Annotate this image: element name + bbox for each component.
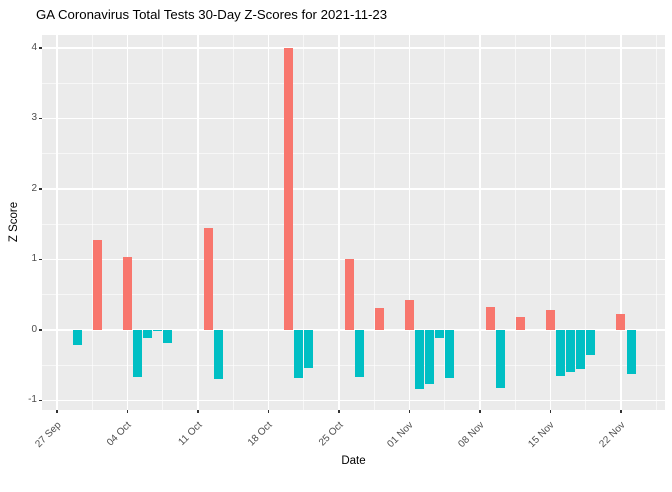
chart-title: GA Coronavirus Total Tests 30-Day Z-Scor… bbox=[36, 7, 388, 22]
bar-2021-11-02 bbox=[415, 329, 425, 390]
major-gridline-v bbox=[620, 35, 622, 410]
minor-gridline-v bbox=[585, 35, 587, 410]
minor-gridline-h bbox=[42, 364, 665, 366]
bar-2021-11-22 bbox=[616, 314, 626, 330]
bar-2021-11-15 bbox=[545, 309, 555, 330]
y-tick-label: 4 bbox=[31, 41, 37, 53]
plot-panel bbox=[42, 35, 665, 410]
bar-2021-11-10 bbox=[495, 329, 505, 389]
x-tick-mark bbox=[338, 410, 340, 413]
zscore-bar-chart: GA Coronavirus Total Tests 30-Day Z-Scor… bbox=[8, 7, 665, 467]
bar-2021-11-01 bbox=[404, 300, 414, 330]
major-gridline-h bbox=[42, 399, 665, 402]
minor-gridline-v bbox=[373, 35, 375, 410]
bar-2021-11-19 bbox=[586, 329, 596, 355]
bar-2021-11-16 bbox=[556, 329, 566, 377]
major-gridline-h bbox=[42, 47, 665, 49]
bar-2021-10-13 bbox=[213, 329, 223, 380]
major-gridline-h bbox=[42, 329, 665, 331]
bar-2021-10-08 bbox=[163, 329, 173, 343]
bar-2021-10-01 bbox=[92, 239, 102, 330]
major-gridline-v bbox=[408, 35, 411, 410]
bar-2021-10-04 bbox=[122, 256, 132, 330]
bar-2021-10-29 bbox=[374, 308, 384, 330]
minor-gridline-v bbox=[514, 35, 516, 410]
minor-gridline-v bbox=[232, 35, 234, 410]
bar-2021-11-18 bbox=[576, 329, 586, 369]
bar-2021-10-22 bbox=[304, 329, 314, 369]
x-axis-title: Date bbox=[341, 455, 366, 467]
minor-gridline-v bbox=[162, 35, 164, 410]
bar-2021-10-26 bbox=[344, 258, 354, 330]
bar-2021-10-21 bbox=[294, 329, 304, 378]
major-gridline-h bbox=[42, 188, 665, 190]
bar-2021-11-04 bbox=[435, 329, 445, 338]
bar-2021-11-03 bbox=[425, 329, 435, 385]
bar-2021-10-05 bbox=[133, 329, 143, 378]
minor-gridline-h bbox=[42, 82, 665, 84]
major-gridline-v bbox=[338, 35, 340, 410]
y-axis-title: Z Score bbox=[8, 201, 20, 243]
x-tick-mark bbox=[126, 410, 129, 413]
x-tick-mark bbox=[267, 410, 270, 413]
minor-gridline-v bbox=[655, 35, 657, 410]
bar-2021-11-05 bbox=[445, 329, 455, 378]
bar-2021-09-29 bbox=[72, 329, 82, 345]
bar-2021-11-17 bbox=[566, 329, 576, 373]
y-tick-label: -1 bbox=[28, 394, 37, 406]
x-tick-mark bbox=[408, 410, 411, 413]
minor-gridline-v bbox=[444, 35, 446, 410]
bar-2021-11-09 bbox=[485, 307, 495, 330]
minor-gridline-h bbox=[42, 223, 665, 225]
major-gridline-v bbox=[56, 35, 58, 410]
minor-gridline-v bbox=[91, 35, 93, 410]
minor-gridline-v bbox=[303, 35, 305, 410]
bar-2021-10-27 bbox=[354, 329, 364, 378]
x-tick-mark bbox=[549, 410, 552, 413]
x-tick-mark bbox=[197, 410, 199, 413]
major-gridline-v bbox=[267, 35, 270, 410]
major-gridline-v bbox=[126, 35, 129, 410]
major-gridline-h bbox=[42, 117, 665, 120]
x-tick-mark bbox=[620, 410, 622, 413]
major-gridline-v bbox=[197, 35, 199, 410]
major-gridline-v bbox=[479, 35, 481, 410]
x-tick-mark bbox=[479, 410, 481, 413]
x-tick-mark bbox=[56, 410, 58, 413]
bar-2021-10-20 bbox=[284, 47, 294, 330]
bar-2021-10-07 bbox=[153, 329, 163, 332]
bar-2021-11-12 bbox=[515, 317, 525, 330]
major-gridline-v bbox=[549, 35, 552, 410]
bar-2021-10-12 bbox=[203, 227, 213, 330]
bar-2021-11-23 bbox=[626, 329, 636, 375]
minor-gridline-h bbox=[42, 153, 665, 155]
bar-2021-10-06 bbox=[143, 329, 153, 338]
